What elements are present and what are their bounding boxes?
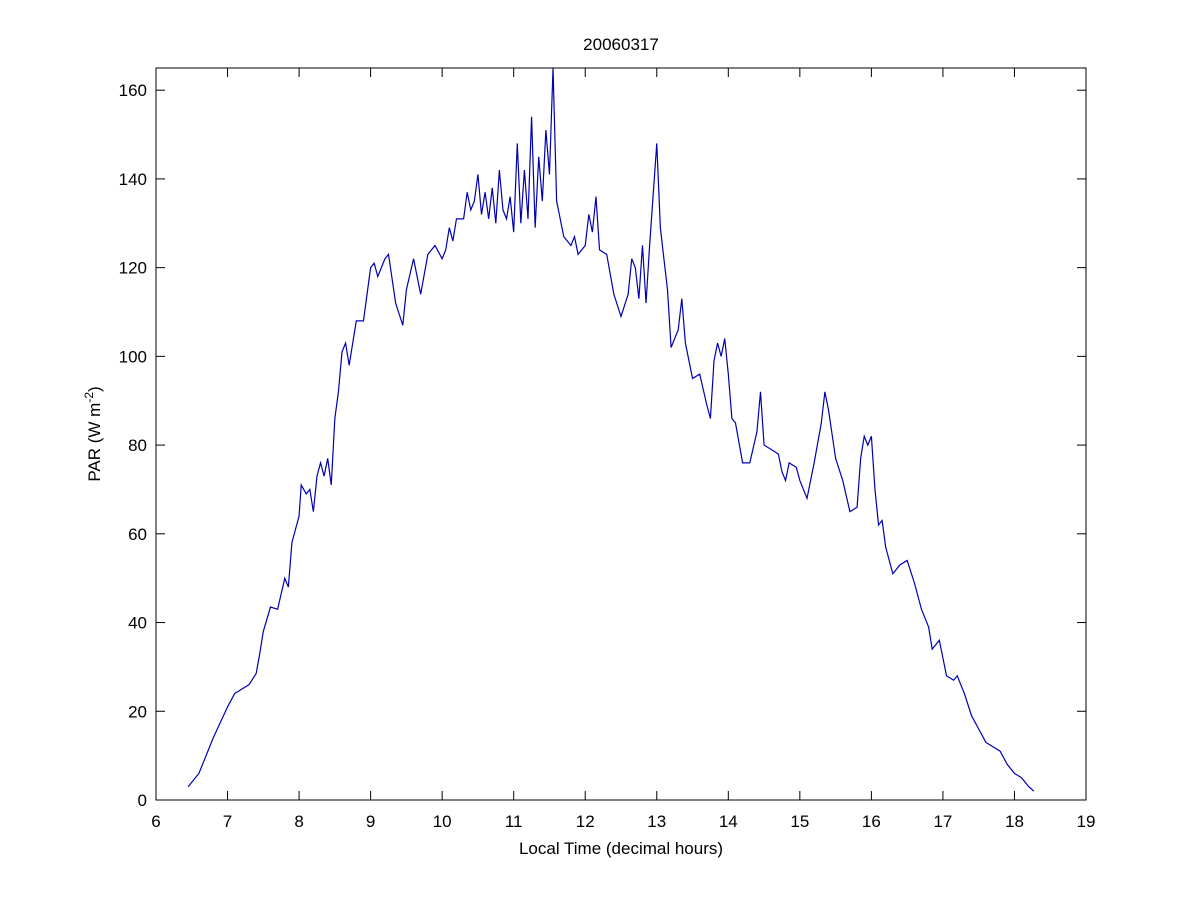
plot-frame: [155, 67, 1087, 801]
y-tick-label: 20: [128, 702, 147, 721]
x-tick-label: 18: [1005, 812, 1024, 831]
y-tick-label: 120: [119, 259, 147, 278]
y-tick-label: 40: [128, 614, 147, 633]
x-axis-label: Local Time (decimal hours): [519, 839, 723, 858]
y-axis-label: PAR (W m-2): [82, 386, 104, 481]
y-axis-label-suffix: ): [85, 386, 104, 392]
x-tick-label: 7: [223, 812, 232, 831]
x-tick-label: 12: [576, 812, 595, 831]
x-tick-label: 16: [862, 812, 881, 831]
x-tick-label: 9: [366, 812, 375, 831]
y-tick-label: 80: [128, 436, 147, 455]
x-tick-label: 6: [151, 812, 160, 831]
y-tick-label: 0: [138, 791, 147, 810]
data-line: [187, 67, 1035, 792]
x-tick-label: 15: [790, 812, 809, 831]
y-tick-label: 160: [119, 81, 147, 100]
x-tick-label: 8: [294, 812, 303, 831]
x-tick-label: 14: [719, 812, 738, 831]
x-tick-label: 10: [433, 812, 452, 831]
chart-title: 20060317: [583, 35, 659, 54]
x-tick-label: 17: [933, 812, 952, 831]
x-tick-label: 19: [1077, 812, 1096, 831]
y-axis-label-superscript: -2: [82, 392, 96, 403]
x-tick-label: 13: [647, 812, 666, 831]
y-tick-label: 100: [119, 347, 147, 366]
x-tick-label: 11: [505, 812, 523, 831]
y-axis-label-base: PAR (W m: [85, 403, 104, 482]
y-tick-label: 140: [119, 170, 147, 189]
y-tick-label: 60: [128, 525, 147, 544]
